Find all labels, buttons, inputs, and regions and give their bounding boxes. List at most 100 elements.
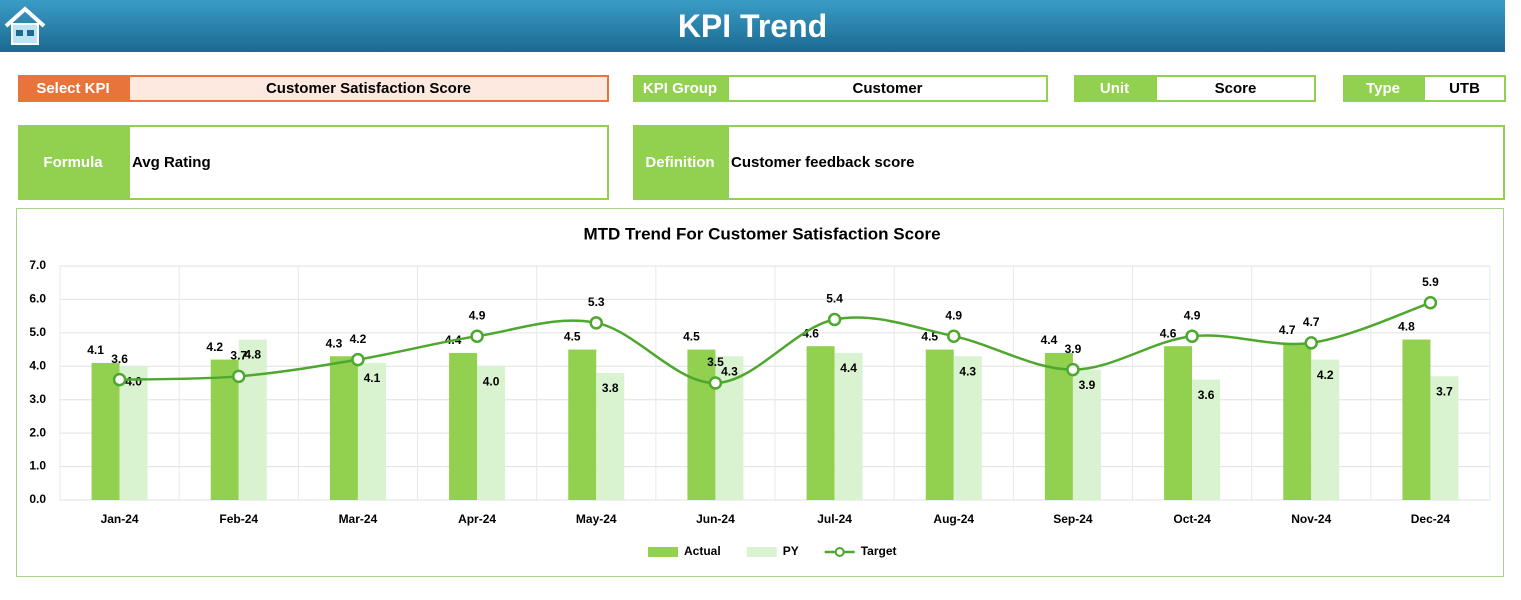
data-label: 5.3 <box>588 295 605 309</box>
legend-label: PY <box>783 544 799 558</box>
data-label: 3.9 <box>1065 342 1082 356</box>
data-label: 4.3 <box>721 364 738 378</box>
x-tick-label: May-24 <box>576 512 617 526</box>
x-tick-label: Jan-24 <box>101 512 139 526</box>
bar <box>1283 342 1312 500</box>
data-label: 3.8 <box>602 381 619 395</box>
data-label: 4.2 <box>206 340 223 354</box>
data-label: 4.1 <box>87 343 104 357</box>
data-label: 3.5 <box>707 355 724 369</box>
data-label: 4.8 <box>1398 320 1415 334</box>
bar <box>449 352 478 500</box>
data-label: 5.4 <box>826 292 843 306</box>
data-label: 4.1 <box>364 371 381 385</box>
data-label: 5.9 <box>1422 275 1439 289</box>
x-tick-label: Aug-24 <box>933 512 974 526</box>
y-tick-label: 7.0 <box>29 258 46 272</box>
x-tick-label: Jun-24 <box>696 512 735 526</box>
bar <box>1044 352 1073 500</box>
field-value: Customer feedback score <box>727 125 1505 200</box>
field-label: Unit <box>1074 75 1155 102</box>
bar <box>1430 376 1459 500</box>
field-value: UTB <box>1423 75 1506 102</box>
y-tick-label: 4.0 <box>29 358 46 372</box>
legend-swatch <box>746 547 777 557</box>
target-marker <box>1066 362 1080 377</box>
bar <box>806 346 835 500</box>
field-value: Customer <box>727 75 1048 102</box>
page-title: KPI Trend <box>0 0 1505 52</box>
home-icon[interactable] <box>2 4 48 50</box>
field-label: Definition <box>633 125 727 200</box>
target-marker <box>1423 296 1438 310</box>
chart-title: MTD Trend For Customer Satisfaction Scor… <box>583 224 940 243</box>
field-label: Formula <box>18 125 128 200</box>
y-tick-label: 5.0 <box>29 325 46 339</box>
legend-swatch <box>834 547 845 557</box>
x-tick-label: Dec-24 <box>1411 512 1451 526</box>
bar <box>329 356 358 500</box>
x-tick-label: Sep-24 <box>1053 512 1093 526</box>
bar <box>1402 339 1431 500</box>
y-tick-label: 0.0 <box>29 492 46 506</box>
y-tick-label: 2.0 <box>29 425 46 439</box>
field-value: Avg Rating <box>128 125 609 200</box>
data-label: 4.8 <box>244 348 261 362</box>
bar <box>834 352 863 500</box>
data-label: 4.5 <box>921 330 938 344</box>
kpi-select[interactable]: Customer Satisfaction Score <box>128 75 609 102</box>
data-label: 4.9 <box>945 308 962 322</box>
x-tick-label: Mar-24 <box>339 512 378 526</box>
data-label: 3.9 <box>1079 378 1096 392</box>
target-marker <box>351 352 365 367</box>
bar <box>210 359 239 500</box>
x-tick-label: Oct-24 <box>1173 512 1211 526</box>
data-label: 4.5 <box>564 330 581 344</box>
bar <box>357 362 386 500</box>
data-label: 4.4 <box>1041 333 1058 347</box>
field-label: Type <box>1343 75 1423 102</box>
field-label: KPI Group <box>633 75 727 102</box>
bar <box>91 362 120 500</box>
data-label: 4.0 <box>483 374 500 388</box>
data-label: 3.6 <box>111 352 128 366</box>
x-tick-label: Apr-24 <box>458 512 496 526</box>
bar <box>119 366 148 500</box>
data-label: 4.9 <box>469 308 486 322</box>
data-label: 3.6 <box>1198 388 1215 402</box>
bar <box>1072 369 1101 500</box>
y-tick-label: 1.0 <box>29 459 46 473</box>
bar <box>1164 346 1193 500</box>
data-label: 4.2 <box>350 332 367 346</box>
data-label: 4.0 <box>125 374 142 388</box>
data-label: 4.4 <box>840 361 857 375</box>
target-marker <box>112 372 127 387</box>
target-marker <box>947 329 961 343</box>
target-marker <box>708 376 723 390</box>
data-label: 4.7 <box>1303 315 1320 329</box>
bar <box>596 372 625 500</box>
legend-swatch <box>648 547 678 557</box>
data-label: 4.2 <box>1317 368 1334 382</box>
data-label: 4.6 <box>802 326 819 340</box>
bar <box>568 349 597 500</box>
chart-panel <box>16 208 1504 577</box>
bar <box>238 339 267 500</box>
target-marker <box>827 312 842 327</box>
data-label: 4.7 <box>1279 323 1296 337</box>
y-tick-label: 6.0 <box>29 292 46 306</box>
data-label: 4.6 <box>1160 326 1177 340</box>
field-value: Score <box>1155 75 1316 102</box>
target-marker <box>232 369 246 384</box>
target-marker <box>589 316 603 330</box>
legend-label: Target <box>861 544 897 558</box>
target-marker <box>1304 336 1318 350</box>
data-label: 4.3 <box>959 364 976 378</box>
data-label: 4.5 <box>683 330 700 344</box>
bar <box>477 366 506 500</box>
data-label: 3.7 <box>1436 384 1453 398</box>
x-tick-label: Nov-24 <box>1291 512 1331 526</box>
legend-label: Actual <box>684 544 721 558</box>
